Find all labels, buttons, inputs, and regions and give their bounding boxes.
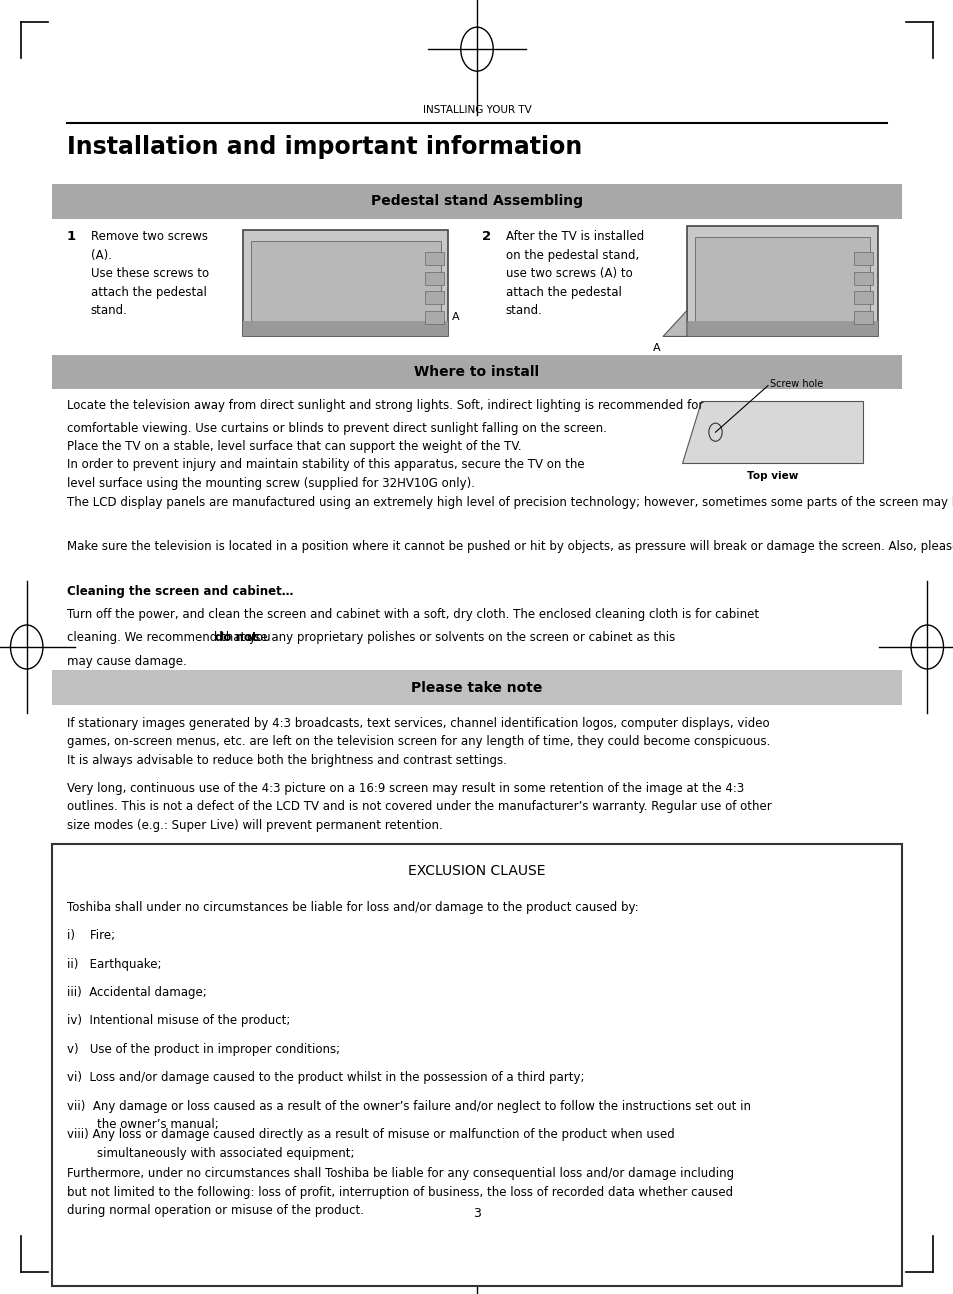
Text: Cleaning the screen and cabinet…: Cleaning the screen and cabinet…: [67, 585, 293, 598]
Text: Please take note: Please take note: [411, 681, 542, 695]
Polygon shape: [681, 401, 862, 463]
Text: 3: 3: [473, 1207, 480, 1220]
FancyBboxPatch shape: [424, 272, 443, 285]
Text: 1: 1: [67, 230, 76, 243]
Text: Furthermore, under no circumstances shall Toshiba be liable for any consequentia: Furthermore, under no circumstances shal…: [67, 1167, 733, 1218]
Text: Where to install: Where to install: [414, 365, 539, 379]
FancyBboxPatch shape: [424, 252, 443, 265]
Text: EXCLUSION CLAUSE: EXCLUSION CLAUSE: [408, 864, 545, 879]
FancyBboxPatch shape: [243, 230, 448, 336]
Text: If stationary images generated by 4:3 broadcasts, text services, channel identif: If stationary images generated by 4:3 br…: [67, 717, 769, 767]
Text: ii)   Earthquake;: ii) Earthquake;: [67, 958, 161, 970]
FancyBboxPatch shape: [52, 670, 901, 705]
Text: Toshiba shall under no circumstances be liable for loss and/or damage to the pro: Toshiba shall under no circumstances be …: [67, 901, 638, 914]
Text: Remove two screws
(A).
Use these screws to
attach the pedestal
stand.: Remove two screws (A). Use these screws …: [91, 230, 209, 317]
Text: Pedestal stand Assembling: Pedestal stand Assembling: [371, 194, 582, 208]
Text: vii)  Any damage or loss caused as a result of the owner’s failure and/or neglec: vii) Any damage or loss caused as a resu…: [67, 1100, 750, 1131]
Text: cleaning. We recommend that you: cleaning. We recommend that you: [67, 631, 274, 644]
FancyBboxPatch shape: [853, 252, 872, 265]
FancyBboxPatch shape: [424, 311, 443, 324]
Text: Installation and important information: Installation and important information: [67, 135, 581, 159]
FancyBboxPatch shape: [52, 844, 901, 1286]
Text: A: A: [452, 312, 459, 322]
FancyBboxPatch shape: [686, 321, 877, 336]
Text: may cause damage.: may cause damage.: [67, 655, 187, 668]
FancyBboxPatch shape: [52, 184, 901, 219]
Text: A: A: [652, 343, 659, 353]
FancyBboxPatch shape: [251, 241, 440, 324]
Text: Screw hole: Screw hole: [769, 379, 822, 389]
Text: The LCD display panels are manufactured using an extremely high level of precisi: The LCD display panels are manufactured …: [67, 496, 953, 509]
FancyBboxPatch shape: [686, 226, 877, 336]
Text: After the TV is installed
on the pedestal stand,
use two screws (A) to
attach th: After the TV is installed on the pedesta…: [505, 230, 643, 317]
Text: INSTALLING YOUR TV: INSTALLING YOUR TV: [422, 105, 531, 115]
Text: viii) Any loss or damage caused directly as a result of misuse or malfunction of: viii) Any loss or damage caused directly…: [67, 1128, 674, 1159]
Text: Turn off the power, and clean the screen and cabinet with a soft, dry cloth. The: Turn off the power, and clean the screen…: [67, 608, 758, 621]
Text: i)    Fire;: i) Fire;: [67, 929, 114, 942]
Text: use any proprietary polishes or solvents on the screen or cabinet as this: use any proprietary polishes or solvents…: [242, 631, 674, 644]
FancyBboxPatch shape: [853, 311, 872, 324]
FancyBboxPatch shape: [694, 237, 869, 324]
FancyBboxPatch shape: [243, 321, 448, 336]
Text: Locate the television away from direct sunlight and strong lights. Soft, indirec: Locate the television away from direct s…: [67, 399, 702, 411]
FancyBboxPatch shape: [853, 272, 872, 285]
FancyBboxPatch shape: [52, 355, 901, 389]
Text: 2: 2: [481, 230, 491, 243]
Text: Very long, continuous use of the 4:3 picture on a 16:9 screen may result in some: Very long, continuous use of the 4:3 pic…: [67, 782, 771, 832]
FancyBboxPatch shape: [853, 291, 872, 304]
Text: Make sure the television is located in a position where it cannot be pushed or h: Make sure the television is located in a…: [67, 540, 953, 553]
Text: iii)  Accidental damage;: iii) Accidental damage;: [67, 986, 206, 999]
Text: Top view: Top view: [746, 471, 798, 481]
Polygon shape: [662, 311, 686, 336]
Text: comfortable viewing. Use curtains or blinds to prevent direct sunlight falling o: comfortable viewing. Use curtains or bli…: [67, 422, 606, 435]
Text: iv)  Intentional misuse of the product;: iv) Intentional misuse of the product;: [67, 1014, 290, 1027]
Text: vi)  Loss and/or damage caused to the product whilst in the possession of a thir: vi) Loss and/or damage caused to the pro…: [67, 1071, 583, 1084]
FancyBboxPatch shape: [424, 291, 443, 304]
Text: Place the TV on a stable, level surface that can support the weight of the TV.
I: Place the TV on a stable, level surface …: [67, 440, 584, 490]
Text: v)   Use of the product in improper conditions;: v) Use of the product in improper condit…: [67, 1043, 339, 1056]
Text: do not: do not: [214, 631, 257, 644]
